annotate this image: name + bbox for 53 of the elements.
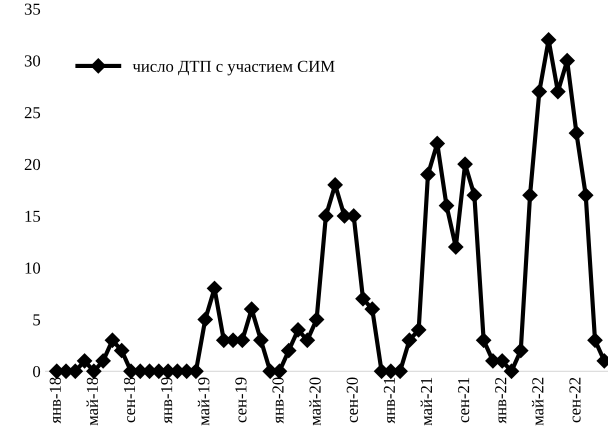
x-tick-label: янв-18 <box>50 377 61 424</box>
x-tick-label: май-19 <box>198 378 210 426</box>
x-tick-label: сен-21 <box>458 378 470 422</box>
point <box>328 177 343 192</box>
point <box>364 302 380 317</box>
x-tick-label: янв-19 <box>161 378 172 424</box>
x-tick-label: май-18 <box>86 377 98 426</box>
point <box>104 332 120 348</box>
y-tick-label: 35 <box>24 4 40 15</box>
point <box>532 84 547 100</box>
x-tick-label: май-21 <box>420 378 432 426</box>
point <box>411 322 426 338</box>
point <box>77 353 92 368</box>
point <box>438 198 454 214</box>
y-tick-label: 25 <box>24 107 40 118</box>
y-tick-label: 30 <box>24 55 40 67</box>
point <box>114 343 130 358</box>
y-tick-label: 5 <box>33 314 40 326</box>
point <box>568 126 584 141</box>
x-tick-label: сен-19 <box>235 378 247 422</box>
legend-label: число ДТП с участием СИМ <box>132 60 335 76</box>
point <box>300 332 315 348</box>
x-tick-label: янв-22 <box>495 378 506 424</box>
point <box>198 312 213 328</box>
x-tick-label: май-20 <box>309 377 321 426</box>
point <box>476 332 492 348</box>
point <box>466 188 482 203</box>
point <box>420 166 436 182</box>
point <box>578 188 594 203</box>
point <box>504 364 520 379</box>
y-tick-label: 15 <box>26 210 40 222</box>
y-tick-label: 10 <box>26 262 40 274</box>
x-tick-label: янв-21 <box>384 378 395 424</box>
point <box>86 364 102 379</box>
x-tick-label: май-22 <box>532 378 544 426</box>
y-tick-label: 20 <box>24 158 40 170</box>
y-tick-label: 0 <box>33 366 40 378</box>
point <box>402 332 417 348</box>
point <box>318 208 334 224</box>
point <box>309 312 324 328</box>
point <box>244 302 260 317</box>
x-tick-label: сен-18 <box>124 377 136 422</box>
point <box>513 343 528 358</box>
point <box>522 188 538 203</box>
x-tick-label: сен-22 <box>569 378 581 422</box>
point <box>253 332 268 348</box>
point <box>290 322 306 338</box>
x-tick-label: сен-20 <box>346 377 358 422</box>
x-tick-label: янв-20 <box>272 377 284 424</box>
point <box>281 343 296 358</box>
point <box>96 353 111 368</box>
point <box>355 291 371 306</box>
point <box>587 332 603 348</box>
